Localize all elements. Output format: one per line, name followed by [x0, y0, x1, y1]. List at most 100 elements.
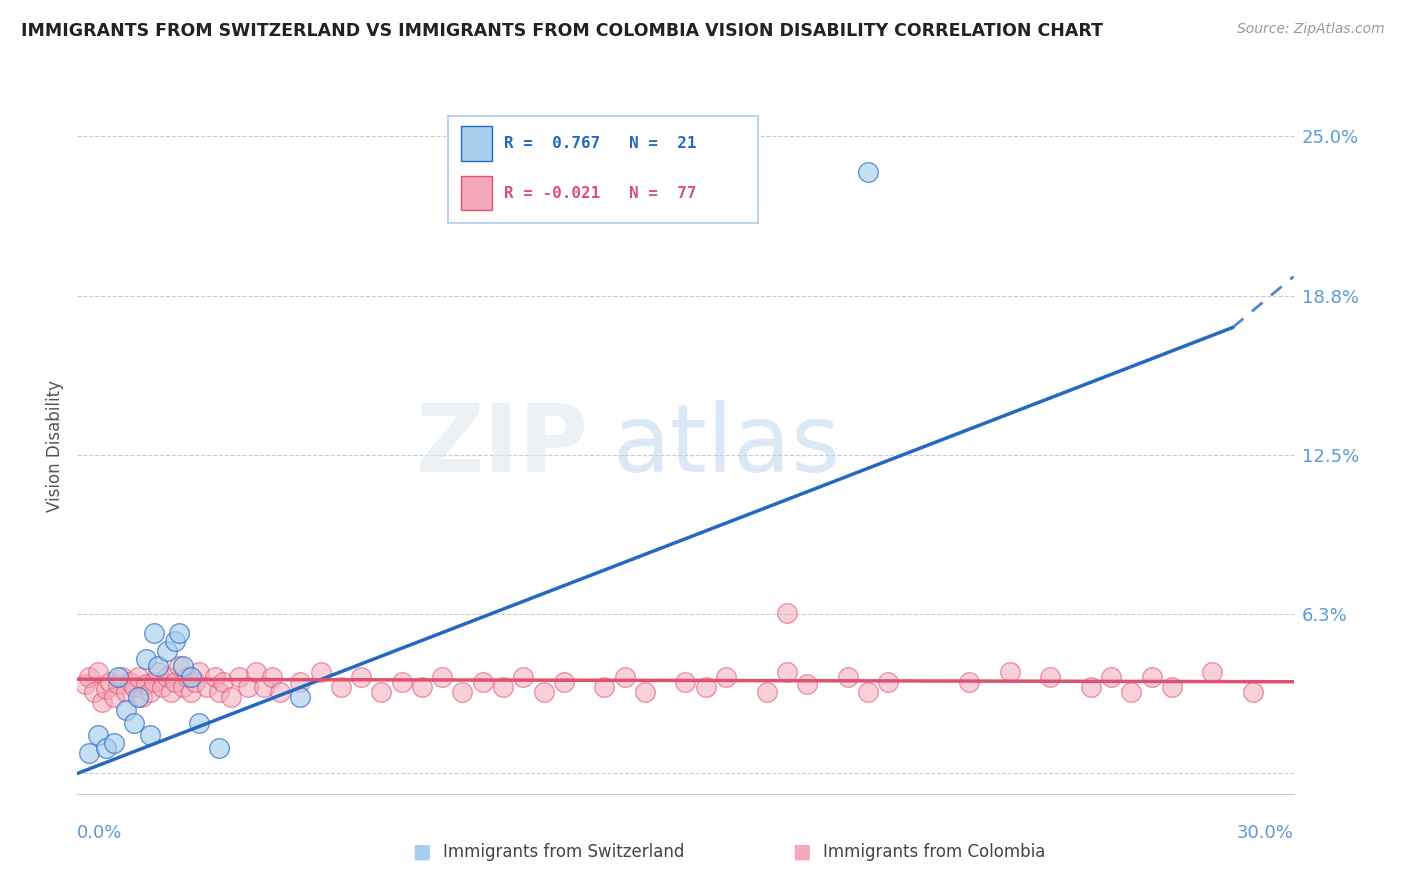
Point — [269, 685, 291, 699]
Text: atlas: atlas — [613, 400, 841, 492]
Point — [167, 659, 190, 673]
Point — [1161, 680, 1184, 694]
Point — [492, 680, 515, 694]
Point — [432, 670, 454, 684]
Point — [1039, 670, 1062, 684]
Point — [613, 670, 636, 684]
Point — [512, 670, 534, 684]
Point — [1121, 685, 1143, 699]
Point — [143, 626, 166, 640]
Point — [1080, 680, 1102, 694]
Point — [79, 746, 101, 760]
Text: IMMIGRANTS FROM SWITZERLAND VS IMMIGRANTS FROM COLOMBIA VISION DISABILITY CORREL: IMMIGRANTS FROM SWITZERLAND VS IMMIGRANT… — [21, 22, 1104, 40]
Point — [221, 690, 243, 704]
Text: ▪: ▪ — [412, 838, 432, 866]
Text: Immigrants from Switzerland: Immigrants from Switzerland — [443, 843, 685, 861]
Point — [204, 670, 226, 684]
Point — [856, 685, 879, 699]
Point — [103, 736, 125, 750]
Point — [634, 685, 657, 699]
Point — [714, 670, 737, 684]
Point — [451, 685, 474, 699]
Point — [411, 680, 433, 694]
Point — [188, 715, 211, 730]
Point — [195, 680, 218, 694]
Point — [675, 674, 697, 689]
Point — [94, 682, 117, 697]
Point — [533, 685, 555, 699]
Point — [236, 680, 259, 694]
Point — [253, 680, 276, 694]
Point — [79, 670, 101, 684]
Point — [208, 741, 231, 756]
Point — [180, 670, 202, 684]
Text: ▪: ▪ — [792, 838, 811, 866]
Point — [998, 665, 1021, 679]
Point — [148, 659, 170, 673]
Point — [75, 677, 97, 691]
Point — [184, 674, 207, 689]
Point — [107, 677, 129, 691]
Point — [695, 680, 717, 694]
Y-axis label: Vision Disability: Vision Disability — [46, 380, 65, 512]
Point — [143, 674, 166, 689]
Point — [103, 690, 125, 704]
Point — [127, 690, 149, 704]
Point — [159, 685, 181, 699]
Point — [131, 690, 153, 704]
Point — [796, 677, 818, 691]
Point — [593, 680, 616, 694]
Point — [1140, 670, 1163, 684]
Point — [180, 685, 202, 699]
Point — [776, 665, 799, 679]
Point — [107, 670, 129, 684]
Point — [329, 680, 352, 694]
Point — [350, 670, 373, 684]
Text: Immigrants from Colombia: Immigrants from Colombia — [823, 843, 1045, 861]
Point — [148, 665, 170, 679]
Point — [755, 685, 778, 699]
Text: 0.0%: 0.0% — [77, 824, 122, 842]
Point — [94, 741, 117, 756]
Point — [111, 670, 134, 684]
Point — [135, 652, 157, 666]
Point — [837, 670, 859, 684]
Point — [115, 685, 138, 699]
Point — [139, 728, 162, 742]
Point — [245, 665, 267, 679]
Point — [553, 674, 575, 689]
Point — [471, 674, 494, 689]
Point — [86, 665, 108, 679]
Point — [1099, 670, 1122, 684]
Point — [122, 715, 145, 730]
Point — [86, 728, 108, 742]
Point — [228, 670, 250, 684]
Point — [115, 703, 138, 717]
Point — [155, 670, 177, 684]
Point — [212, 674, 235, 689]
Point — [139, 685, 162, 699]
Point — [1201, 665, 1223, 679]
Point — [856, 165, 879, 179]
Point — [90, 695, 112, 709]
Point — [163, 674, 186, 689]
Text: ZIP: ZIP — [415, 400, 588, 492]
Point — [98, 674, 121, 689]
Point — [163, 634, 186, 648]
Point — [176, 670, 198, 684]
Point — [152, 680, 174, 694]
Point — [167, 626, 190, 640]
Point — [877, 674, 900, 689]
Point — [309, 665, 332, 679]
Point — [370, 685, 392, 699]
Point — [172, 680, 194, 694]
Point — [260, 670, 283, 684]
Point — [118, 674, 141, 689]
Point — [83, 685, 105, 699]
Text: 30.0%: 30.0% — [1237, 824, 1294, 842]
Point — [290, 690, 312, 704]
Text: Source: ZipAtlas.com: Source: ZipAtlas.com — [1237, 22, 1385, 37]
Point — [1241, 685, 1264, 699]
Point — [135, 677, 157, 691]
Point — [208, 685, 231, 699]
